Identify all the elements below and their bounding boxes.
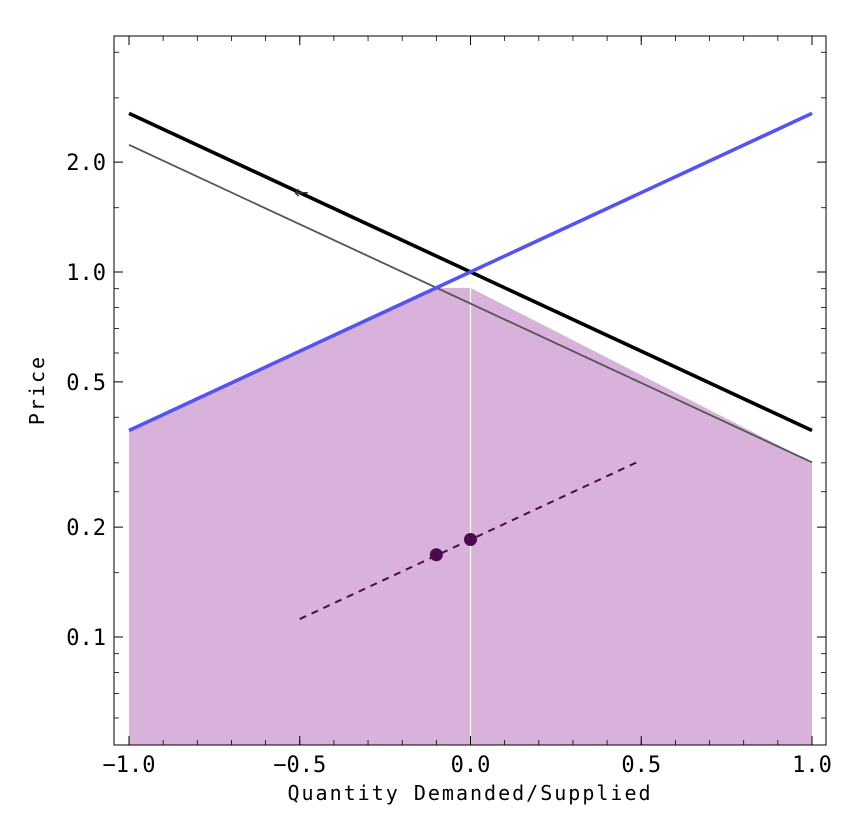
x-tick-label: −0.5 <box>273 753 326 778</box>
y-axis-label: Price <box>25 355 49 425</box>
x-tick-label: 0.5 <box>621 753 661 778</box>
data-point-2 <box>464 532 477 546</box>
y-tick-label: 0.5 <box>66 371 106 396</box>
x-axis-label: Quantity Demanded/Supplied <box>287 781 652 805</box>
data-point-1 <box>429 548 443 562</box>
series-line-supply <box>128 111 813 433</box>
x-tick-label: −1.0 <box>103 753 156 778</box>
x-tick-label: 1.0 <box>792 753 832 778</box>
y-tick-label: 0.1 <box>66 626 106 651</box>
y-tick-label: 1.0 <box>66 261 106 286</box>
annotation-arrow-1: ← <box>294 183 309 204</box>
series-line-demand_shifted <box>128 144 813 464</box>
y-tick-label: 2.0 <box>66 151 106 176</box>
x-tick-label: 0.0 <box>451 753 491 778</box>
y-tick-label: 0.2 <box>66 516 106 541</box>
